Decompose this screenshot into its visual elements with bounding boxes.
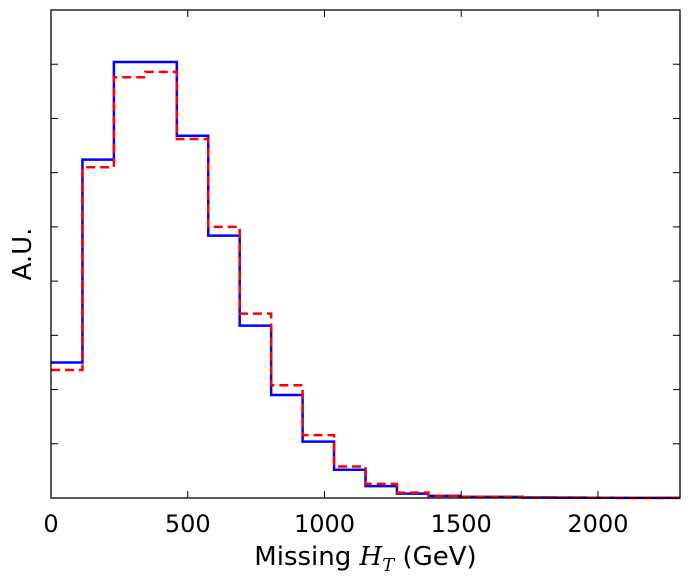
x-tick-label: 1500: [431, 510, 492, 538]
x-axis-label: Missing HT (GeV): [254, 542, 476, 576]
x-axis-label-prefix: Missing: [254, 542, 359, 572]
x-tick-label: 2000: [567, 510, 628, 538]
x-axis-label-symbol: H: [359, 542, 384, 572]
x-tick-label: 500: [165, 510, 211, 538]
plot-frame: [50, 9, 681, 499]
x-axis-label-subscript: T: [382, 555, 396, 576]
x-axis-label-suffix: (GeV): [394, 542, 476, 572]
x-tick-labels: 0 500 1000 1500 2000: [43, 510, 628, 538]
series-2-line: [51, 70, 680, 500]
y-axis-label: A.U.: [8, 228, 38, 281]
tick-layer: [50, 10, 680, 498]
series-1-line: [51, 60, 680, 500]
x-tick-label: 0: [43, 510, 58, 538]
series-layer: [51, 60, 680, 500]
x-tick-label: 1000: [294, 510, 355, 538]
